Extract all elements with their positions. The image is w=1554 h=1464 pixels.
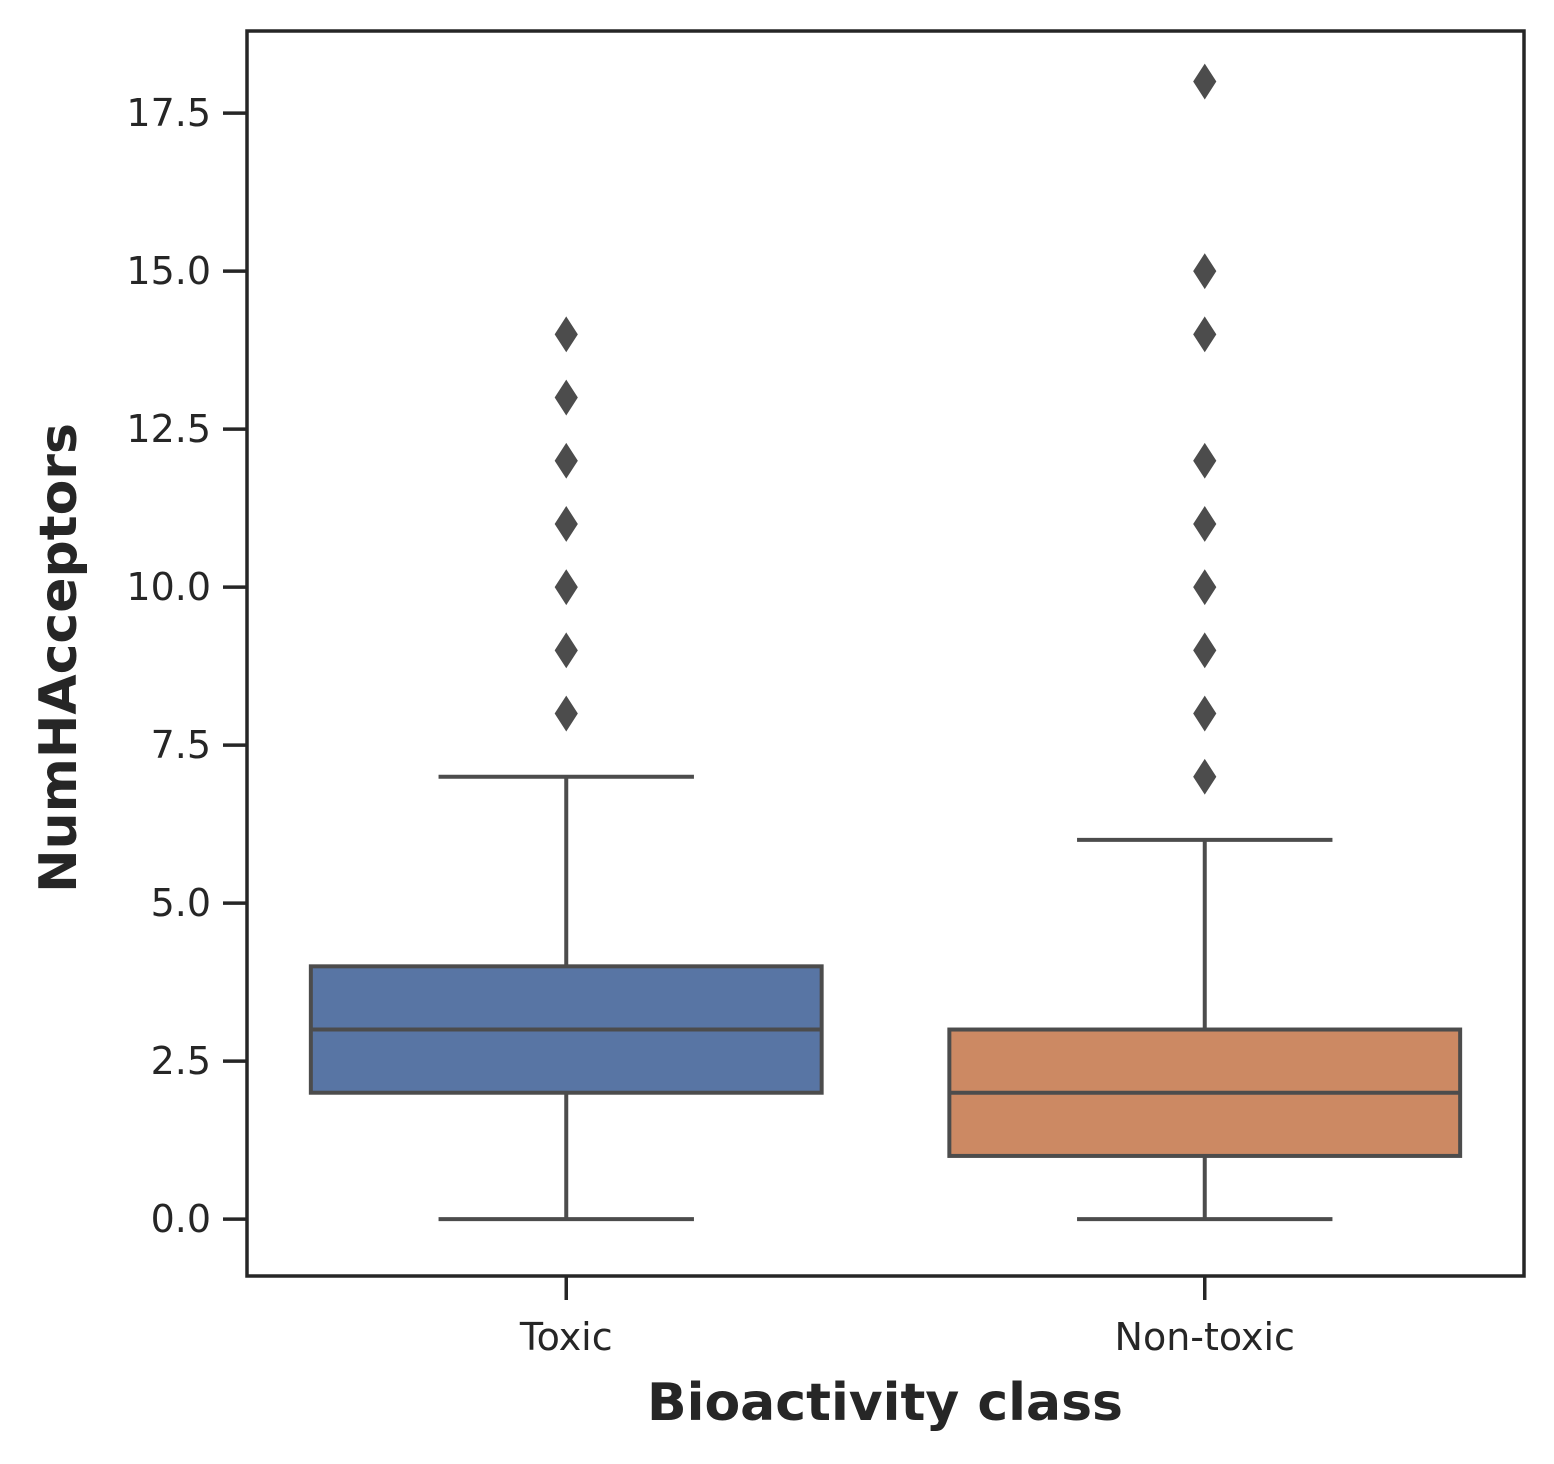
box-group-non-toxic [947, 63, 1463, 1222]
plot-content [308, 63, 1463, 1222]
y-tick-label: 5.0 [151, 881, 211, 925]
plot-frame [245, 29, 1526, 1278]
x-axis: Toxic Non-toxic [519, 1276, 1295, 1359]
y-tick-label: 17.5 [126, 91, 211, 135]
x-tick-label: Toxic [519, 1315, 613, 1359]
outlier-point [554, 569, 578, 606]
outlier-point [554, 506, 578, 542]
outlier-point [1193, 63, 1217, 100]
outlier-point [1193, 632, 1217, 669]
outlier-point [1193, 506, 1217, 542]
outlier-point [554, 442, 578, 479]
box-group-toxic [308, 316, 824, 1222]
outlier-point [1193, 758, 1217, 795]
y-tick-label: 10.0 [126, 565, 211, 609]
outlier-point [1193, 569, 1217, 606]
x-tick-label: Non-toxic [1115, 1315, 1295, 1359]
outlier-point [1193, 316, 1217, 353]
outlier-point [554, 316, 578, 353]
outlier-point [554, 632, 578, 669]
y-axis: 0.0 2.5 5.0 7.5 10.0 12.5 15.0 17.5 [126, 91, 247, 1241]
x-axis-title: Bioactivity class [647, 1373, 1123, 1433]
outlier-point [1193, 695, 1217, 732]
y-tick-label: 2.5 [151, 1039, 211, 1083]
outlier-point [554, 695, 578, 732]
y-tick-label: 15.0 [126, 249, 211, 293]
y-tick-label: 7.5 [151, 723, 211, 767]
outlier-point [1193, 442, 1217, 479]
outlier-point [1193, 253, 1217, 290]
y-tick-label: 0.0 [151, 1197, 211, 1241]
y-tick-label: 12.5 [126, 407, 211, 451]
outlier-point [554, 379, 578, 416]
y-axis-title: NumHAcceptors [29, 423, 89, 893]
